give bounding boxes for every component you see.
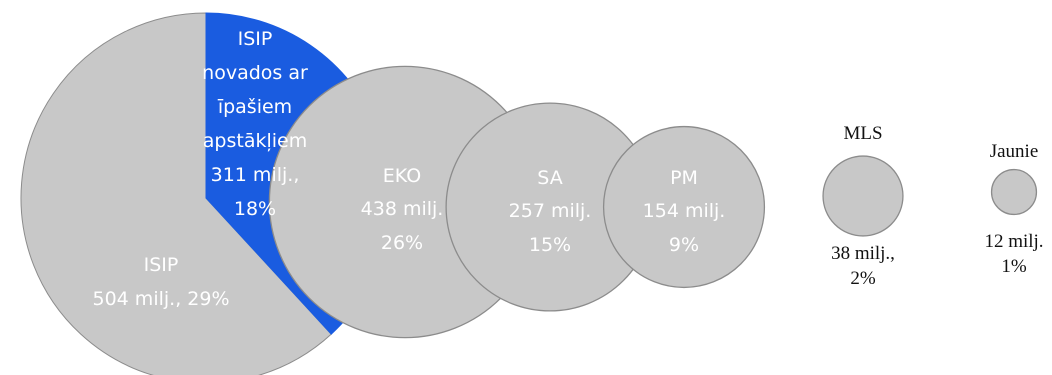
jaunie-percent-label: 1% xyxy=(1001,256,1027,277)
special-label-line-1: ISIP xyxy=(238,28,273,50)
eko-amount-label: 438 milj. xyxy=(361,198,444,220)
special-label-line-3: īpašiem xyxy=(217,96,292,118)
mls-amount-label: 38 milj., xyxy=(831,243,895,264)
sa-percent-label: 15% xyxy=(529,234,571,256)
eko-percent-label: 26% xyxy=(381,232,423,254)
pie-slice-isip xyxy=(20,12,332,375)
isip-name-label: ISIP xyxy=(144,254,179,276)
special-label-line-4: apstākļiem xyxy=(203,130,307,152)
chart-shapes xyxy=(20,12,1038,375)
special-label-line-5: 311 milj., xyxy=(211,164,300,186)
mls-percent-label: 2% xyxy=(850,268,876,289)
special-label-line-6: 18% xyxy=(234,198,276,220)
isip-amount-label: 504 milj., 29% xyxy=(93,288,230,310)
bubble-jaunie xyxy=(990,168,1038,216)
bubble-pm xyxy=(602,125,766,289)
jaunie-name-label: Jaunie xyxy=(990,141,1039,162)
pm-percent-label: 9% xyxy=(669,234,699,256)
mls-name-label: MLS xyxy=(843,123,882,144)
pm-amount-label: 154 milj. xyxy=(643,200,726,222)
bubble-labels: EKO 438 milj. 26% SA 257 milj. 15% PM 15… xyxy=(361,123,1044,289)
sa-name-label: SA xyxy=(537,167,562,189)
bubble-mls xyxy=(822,155,904,237)
jaunie-amount-label: 12 milj. xyxy=(984,231,1043,252)
pie-labels: ISIP 504 milj., 29% ISIP novados ar īpaš… xyxy=(93,28,309,310)
sa-amount-label: 257 milj. xyxy=(509,200,592,222)
pm-name-label: PM xyxy=(670,167,698,189)
special-label-line-2: novados ar xyxy=(202,62,308,84)
eko-name-label: EKO xyxy=(383,165,421,187)
